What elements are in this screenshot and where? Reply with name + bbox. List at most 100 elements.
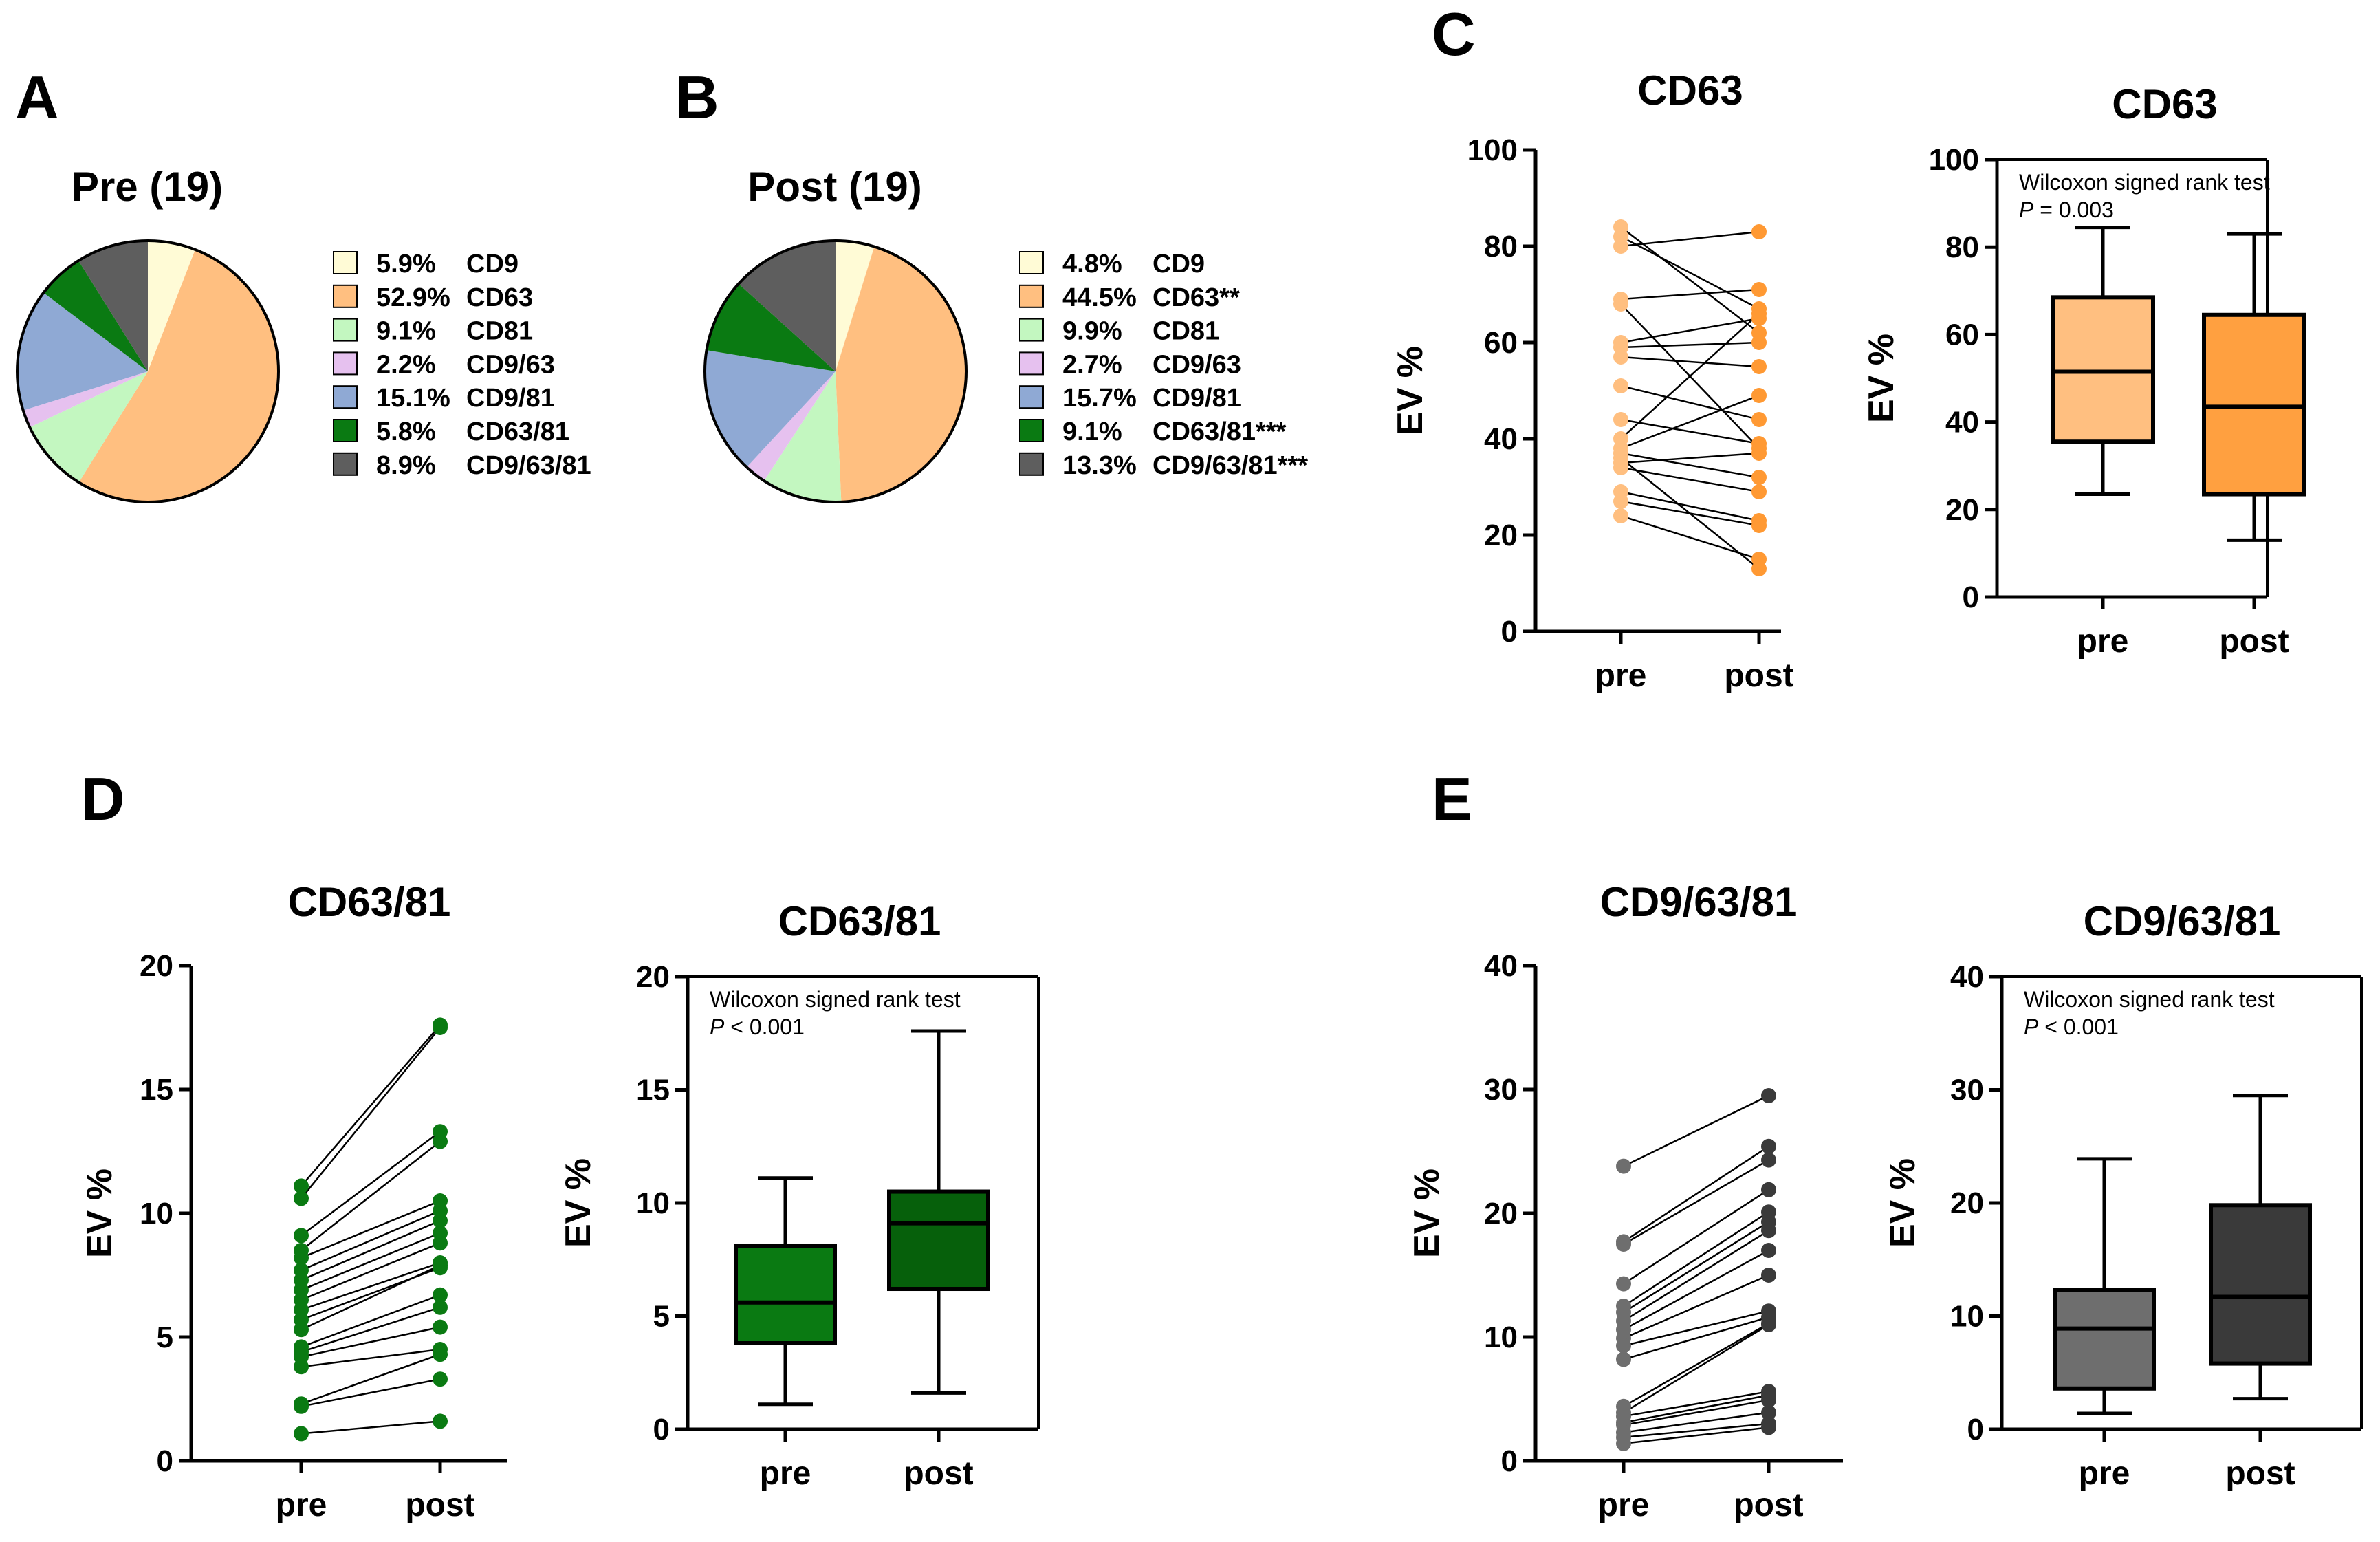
- legend-value: 15.7%: [1062, 384, 1137, 413]
- pair-line: [1623, 1211, 1769, 1307]
- pair-line: [1623, 1399, 1769, 1426]
- legend-swatch: [333, 385, 358, 409]
- pie-slice: [17, 292, 148, 411]
- data-point-post: [433, 1020, 448, 1035]
- p-symbol: P: [2024, 1014, 2039, 1039]
- y-axis-label: EV %: [1883, 1158, 1923, 1248]
- x-tick-label: post: [1724, 658, 1793, 694]
- y-axis-label: EV %: [558, 1158, 598, 1248]
- pair-line: [301, 1306, 441, 1353]
- legend-value: 52.9%: [376, 283, 450, 312]
- legend-swatch: [1019, 385, 1044, 409]
- pair-line: [1623, 1323, 1769, 1413]
- x-tick-label: pre: [2077, 623, 2129, 660]
- data-point-post: [1761, 1223, 1776, 1239]
- data-point-pre: [294, 1398, 309, 1414]
- pair-line: [1620, 514, 1760, 561]
- data-point-pre: [1616, 1435, 1631, 1451]
- data-point-post: [1751, 335, 1767, 350]
- panel-label-b: B: [675, 63, 719, 131]
- pair-line: [301, 1140, 441, 1251]
- y-tick-label: 80: [1484, 230, 1518, 263]
- data-point-pre: [1616, 1158, 1631, 1174]
- box-pre: [2051, 226, 2155, 497]
- paired-plot-cd63-81: CD63/81 0 5 10 15 20 EV % pre post: [80, 879, 507, 1523]
- pie-slice: [836, 241, 875, 371]
- pie-slice: [148, 241, 195, 371]
- pair-line: [1620, 226, 1760, 334]
- pair-line: [301, 1264, 441, 1331]
- box-plot-cd63: CD63 0 20 40 60 80 100 EV % Wilcoxon signed rank…: [1862, 81, 2306, 660]
- y-tick-label: 0: [1501, 1444, 1518, 1478]
- box-post: [2202, 232, 2306, 542]
- data-point-pre: [1613, 349, 1628, 365]
- x-tick-label: post: [904, 1455, 973, 1492]
- p-value: = 0.003: [2033, 197, 2114, 222]
- data-point-pre: [1613, 239, 1628, 254]
- legend-swatch: [333, 251, 358, 274]
- pair-line: [1620, 418, 1760, 445]
- data-point-pre: [294, 1322, 309, 1338]
- box-pre: [734, 1176, 837, 1407]
- data-point-post: [1751, 561, 1767, 576]
- y-tick-label: 20: [1945, 493, 1979, 527]
- data-point-post: [1751, 446, 1767, 461]
- chart-title: CD9/63/81: [2084, 898, 2281, 944]
- y-axis-label: EV %: [1407, 1169, 1447, 1258]
- data-point-post: [1751, 224, 1767, 239]
- box-iqr: [2053, 1288, 2156, 1391]
- chart-title: CD63: [2112, 81, 2217, 127]
- pair-line: [1623, 1249, 1769, 1331]
- pair-line: [1623, 1094, 1769, 1167]
- y-axis-label: EV %: [80, 1169, 120, 1258]
- pair-line: [1623, 1323, 1769, 1407]
- legend-label: CD9/63/81***: [1153, 451, 1308, 480]
- box-iqr: [2209, 1203, 2312, 1366]
- box-iqr: [887, 1189, 990, 1292]
- legend-swatch: [1019, 251, 1044, 274]
- pair-line: [1620, 394, 1760, 450]
- legend-label: CD9/81: [466, 384, 555, 413]
- pair-line: [1620, 356, 1760, 368]
- pair-line: [1620, 490, 1760, 522]
- paired-plot-cd63: CD63 0 20 40 60 80 100 EV % pre post: [1390, 67, 1794, 694]
- data-point-pre: [1613, 508, 1628, 523]
- data-point-post: [1761, 1268, 1776, 1283]
- y-tick-label: 10: [1484, 1321, 1518, 1354]
- data-point-post: [433, 1299, 448, 1315]
- y-tick-label: 10: [636, 1186, 670, 1220]
- y-tick-label: 0: [157, 1444, 173, 1478]
- pair-line: [1623, 1145, 1769, 1243]
- y-tick-label: 10: [1950, 1300, 1984, 1334]
- y-tick-label: 5: [157, 1321, 173, 1354]
- data-point-post: [433, 1413, 448, 1429]
- box-iqr: [2202, 312, 2306, 497]
- pair-line: [301, 1131, 441, 1237]
- legend-value: 5.8%: [376, 417, 436, 446]
- y-axis-label: EV %: [1390, 346, 1430, 435]
- data-point-pre: [1616, 1276, 1631, 1292]
- legend-label: CD9/63/81: [466, 451, 591, 480]
- pair-line: [1620, 457, 1760, 569]
- pair-line: [1620, 384, 1760, 421]
- y-tick-label: 0: [1967, 1413, 1984, 1446]
- x-tick-label: pre: [760, 1455, 811, 1492]
- y-tick-label: 100: [1467, 133, 1518, 167]
- legend-label: CD63: [466, 283, 533, 312]
- pair-line: [301, 1420, 441, 1435]
- legend-label: CD81: [1153, 317, 1219, 346]
- data-point-pre: [1613, 494, 1628, 509]
- y-tick-label: 40: [1950, 960, 1984, 994]
- data-point-post: [1751, 518, 1767, 533]
- x-tick-label: post: [2225, 1455, 2295, 1492]
- legend-value: 9.9%: [1062, 317, 1122, 346]
- pie-chart-pre: Pre (19) 5.9% CD9 52.9% CD63 9.1% CD81 2.2% CD9/…: [16, 164, 591, 503]
- pie-slice: [78, 241, 148, 371]
- legend-value: 5.9%: [376, 250, 436, 279]
- pair-line: [301, 1210, 441, 1271]
- x-tick-label: pre: [2079, 1455, 2130, 1492]
- data-point-pre: [1613, 296, 1628, 312]
- data-point-pre: [294, 1178, 309, 1194]
- data-point-post: [433, 1319, 448, 1335]
